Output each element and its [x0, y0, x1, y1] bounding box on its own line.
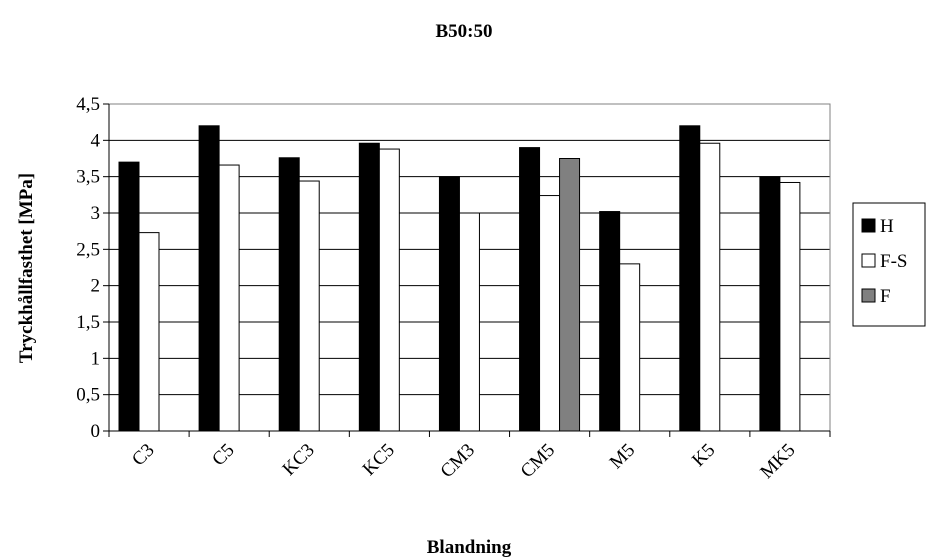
y-tick-labels: 0 0,5 1 1,5 2 2,5 3 3,5 4 4,5	[76, 94, 100, 442]
x-tick-label: CM3	[437, 440, 479, 482]
y-tick-label: 0,5	[76, 385, 100, 406]
x-tick-label: CM5	[517, 440, 559, 482]
y-tick-label: 1	[91, 348, 101, 369]
y-tick-label: 0	[91, 421, 101, 442]
y-tick-label: 3	[91, 203, 101, 224]
bar-f-s-c5	[218, 164, 240, 432]
y-tick-label: 2,5	[76, 239, 100, 260]
x-tick-label: KC3	[279, 440, 319, 480]
bar-f-s-cm3	[458, 212, 480, 432]
bar-f-cm5	[559, 158, 581, 432]
x-tick-label: C5	[208, 440, 239, 471]
x-tick-labels: C3 C5 KC3 KC5 CM3 CM5 M5 K5 MK5	[128, 440, 799, 483]
bar-h-m5	[599, 211, 621, 432]
x-axis-title: Blandning	[427, 537, 512, 558]
bar-f-s-cm5	[539, 195, 561, 432]
bar-f-s-mk5	[779, 181, 801, 432]
bar-f-s-kc3	[298, 180, 320, 432]
y-axis-title: Tryckhållfasthet [MPa]	[16, 173, 37, 363]
legend-label: F	[880, 286, 891, 307]
chart-title: B50:50	[436, 21, 493, 42]
y-tick-label: 1,5	[76, 312, 100, 333]
bar-h-c3	[118, 161, 140, 432]
bar-f-s-m5	[619, 263, 641, 432]
y-tick-label: 2	[91, 276, 101, 297]
legend-label: F-S	[880, 251, 907, 272]
bar-h-kc3	[278, 157, 300, 432]
bar-f-s-kc5	[378, 148, 400, 432]
bar-h-k5	[679, 125, 701, 432]
legend-swatch-h	[861, 218, 876, 233]
x-tick-label: KC5	[359, 440, 399, 480]
y-tick-label: 4	[91, 130, 101, 151]
x-tick-label: M5	[606, 440, 640, 474]
y-tick-label: 4,5	[76, 94, 100, 115]
bar-h-mk5	[759, 176, 781, 432]
x-tick-label: MK5	[756, 440, 799, 483]
legend: H F-S F	[852, 202, 926, 327]
bar-h-c5	[198, 125, 220, 432]
bar-h-kc5	[358, 142, 380, 432]
legend-label: H	[880, 216, 894, 237]
x-tick-label: C3	[128, 440, 159, 471]
bar-h-cm5	[519, 147, 541, 432]
legend-swatch-f	[861, 288, 876, 303]
bar-h-cm3	[438, 176, 460, 432]
axes	[103, 103, 831, 437]
bars	[118, 125, 801, 432]
bar-f-s-k5	[699, 142, 721, 432]
legend-swatch-f-s	[861, 253, 876, 268]
y-tick-label: 3,5	[76, 167, 100, 188]
x-tick-label: K5	[688, 440, 719, 471]
bar-f-s-c3	[138, 232, 160, 432]
